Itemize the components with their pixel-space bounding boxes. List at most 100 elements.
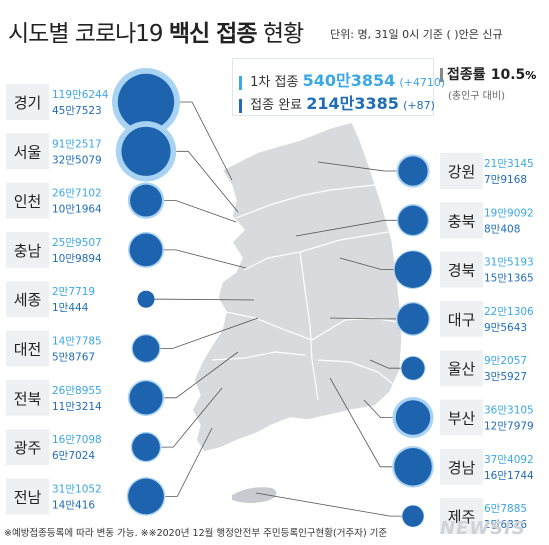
rate-sub: (총인구 대비) xyxy=(448,91,505,102)
full-dose-bubble xyxy=(395,400,431,435)
summary-first-row: 1차 접종 540만3854 (+4710) xyxy=(239,67,445,91)
full-dose-label: 3만5927 xyxy=(484,371,527,383)
leader-line-세종 xyxy=(154,298,255,301)
full-color-bar xyxy=(239,98,242,113)
full-dose-label: 12만7979 xyxy=(484,421,534,433)
leader-line-경북 xyxy=(339,257,394,271)
full-dose-label: 45만7523 xyxy=(52,105,102,117)
leader-line-울산 xyxy=(369,359,401,369)
first-dose-label: 2만7719 xyxy=(52,286,95,298)
region-name: 경북 xyxy=(448,262,476,280)
region-row-세종: 세종 2만7719 1만444 xyxy=(6,281,155,318)
region-row-경북: 경북 31만5193 15만1365 xyxy=(393,250,534,289)
region-label-bg xyxy=(440,399,483,436)
mainland-map-shape xyxy=(191,121,403,453)
first-dose-label: 6만7885 xyxy=(484,503,527,515)
full-dose-bubble xyxy=(398,205,428,236)
title-text-3: 현황 xyxy=(256,21,304,47)
full-dose-bubble xyxy=(129,233,163,267)
first-dose-label: 91만2517 xyxy=(52,138,102,150)
first-color-bar xyxy=(239,75,242,90)
region-name: 서울 xyxy=(14,143,42,161)
full-value: 214만3385 xyxy=(306,94,399,113)
region-row-광주: 광주 16만7098 6만7024 xyxy=(6,429,162,466)
region-name: 전북 xyxy=(14,390,42,408)
region-label-bg xyxy=(440,350,483,387)
region-row-대구: 대구 22만1306 9만5643 xyxy=(396,300,534,337)
region-row-경기: 경기 119만6244 45만7523 xyxy=(6,68,180,136)
full-dose-bubble xyxy=(129,381,163,415)
full-new: (+87) xyxy=(403,99,435,112)
leader-line-서울 xyxy=(176,150,239,213)
region-label-bg xyxy=(6,379,49,416)
region-row-서울: 서울 91만2517 32만5079 xyxy=(6,121,177,182)
first-dose-label: 26만8955 xyxy=(52,385,102,397)
region-rows: 경기 119만6244 45만7523 서울 91만2517 32만5079 인천 26만71… xyxy=(6,68,534,535)
leader-line-전북 xyxy=(164,351,239,399)
region-label-bg xyxy=(6,330,49,367)
first-dose-label: 9만2057 xyxy=(484,355,527,367)
full-dose-label: 2만6826 xyxy=(484,519,527,531)
summary-full-row: 접종 완료 214만3385 (+87) xyxy=(239,90,435,114)
region-label-bg xyxy=(440,202,483,239)
rate-bar xyxy=(440,67,443,82)
full-dose-bubble xyxy=(130,184,162,217)
title-text-2: 백신 접종 xyxy=(168,21,258,47)
region-row-강원: 강원 21만3145 7만9168 xyxy=(396,153,534,189)
region-row-전북: 전북 26만8955 11만3214 xyxy=(6,379,165,417)
border-line xyxy=(311,317,399,341)
region-row-제주: 제주 6만7885 2만6826 xyxy=(401,498,527,535)
region-name: 광주 xyxy=(14,439,42,457)
leader-line-강원 xyxy=(317,161,397,172)
first-value: 540만3854 xyxy=(302,71,396,90)
leader-line-충북 xyxy=(295,219,397,237)
region-row-경남: 경남 37만4092 16만1744 xyxy=(392,446,534,488)
region-label-bg xyxy=(6,133,49,170)
region-label-bg xyxy=(6,281,49,318)
region-name: 세종 xyxy=(14,291,42,309)
full-dose-bubble xyxy=(402,505,424,527)
full-dose-label: 6만7024 xyxy=(52,450,95,462)
full-dose-bubble xyxy=(397,303,429,335)
region-label-bg xyxy=(440,153,483,189)
region-label-bg xyxy=(6,429,49,466)
region-row-전남: 전남 31만1052 14만416 xyxy=(6,477,166,516)
region-name: 충북 xyxy=(448,212,476,230)
leader-line-전남 xyxy=(165,427,213,497)
region-label-bg xyxy=(6,231,49,268)
full-dose-bubble xyxy=(128,478,164,515)
leader-line-부산 xyxy=(363,399,393,418)
first-dose-label: 14만7785 xyxy=(52,336,102,348)
first-label: 1차 접종 xyxy=(250,75,299,90)
leader-line-경기 xyxy=(180,101,233,181)
rate-label: 접종률 xyxy=(447,67,486,83)
full-dose-label: 7만9168 xyxy=(484,174,527,186)
rate-pct: % xyxy=(525,69,537,82)
rate-box: 접종률 10.5% (총인구 대비) xyxy=(440,64,536,103)
leader-line-충남 xyxy=(163,249,247,269)
region-label-bg xyxy=(440,300,483,337)
region-name: 인천 xyxy=(14,193,42,211)
page-title: 시도별 코로나19 백신 접종 현황 xyxy=(8,14,304,48)
border-line xyxy=(235,184,376,219)
newsis-logo: NEWSIS xyxy=(440,518,526,539)
full-dose-label: 1만444 xyxy=(52,302,89,314)
region-name: 제주 xyxy=(448,508,476,526)
region-name: 충남 xyxy=(14,242,42,260)
region-label-bg xyxy=(6,84,49,120)
region-name: 강원 xyxy=(448,163,476,181)
full-dose-bubble xyxy=(137,290,155,308)
full-dose-label: 5만8767 xyxy=(52,352,95,364)
leader-line-인천 xyxy=(164,200,237,223)
rate-value: 10.5 xyxy=(490,67,526,83)
first-dose-label: 31만1052 xyxy=(52,483,102,495)
region-name: 대구 xyxy=(448,311,476,329)
leader-line-대구 xyxy=(329,317,397,320)
region-name: 울산 xyxy=(448,360,476,378)
full-dose-label: 16만1744 xyxy=(484,470,534,482)
region-row-인천: 인천 26만7102 10만1964 xyxy=(6,182,165,219)
region-row-충남: 충남 25만9507 10만9894 xyxy=(6,231,164,268)
region-label-bg xyxy=(6,478,49,515)
korea-map xyxy=(191,121,403,503)
